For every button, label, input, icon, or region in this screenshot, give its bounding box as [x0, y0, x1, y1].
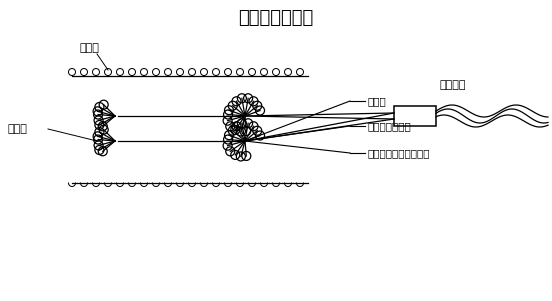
Text: 预裂孔: 预裂孔 [80, 43, 100, 53]
Text: 主炮孔: 主炮孔 [8, 124, 28, 134]
Text: 导爆索: 导爆索 [367, 96, 386, 106]
Bar [394, 106, 436, 126]
Text: 联结雷管（非电瞬发）: 联结雷管（非电瞬发） [367, 148, 429, 158]
Text: 爆破网路连接图: 爆破网路连接图 [238, 9, 314, 27]
Text: 引爆雷管: 引爆雷管 [439, 80, 465, 90]
Text: 塑料导爆管脚线: 塑料导爆管脚线 [367, 121, 411, 131]
